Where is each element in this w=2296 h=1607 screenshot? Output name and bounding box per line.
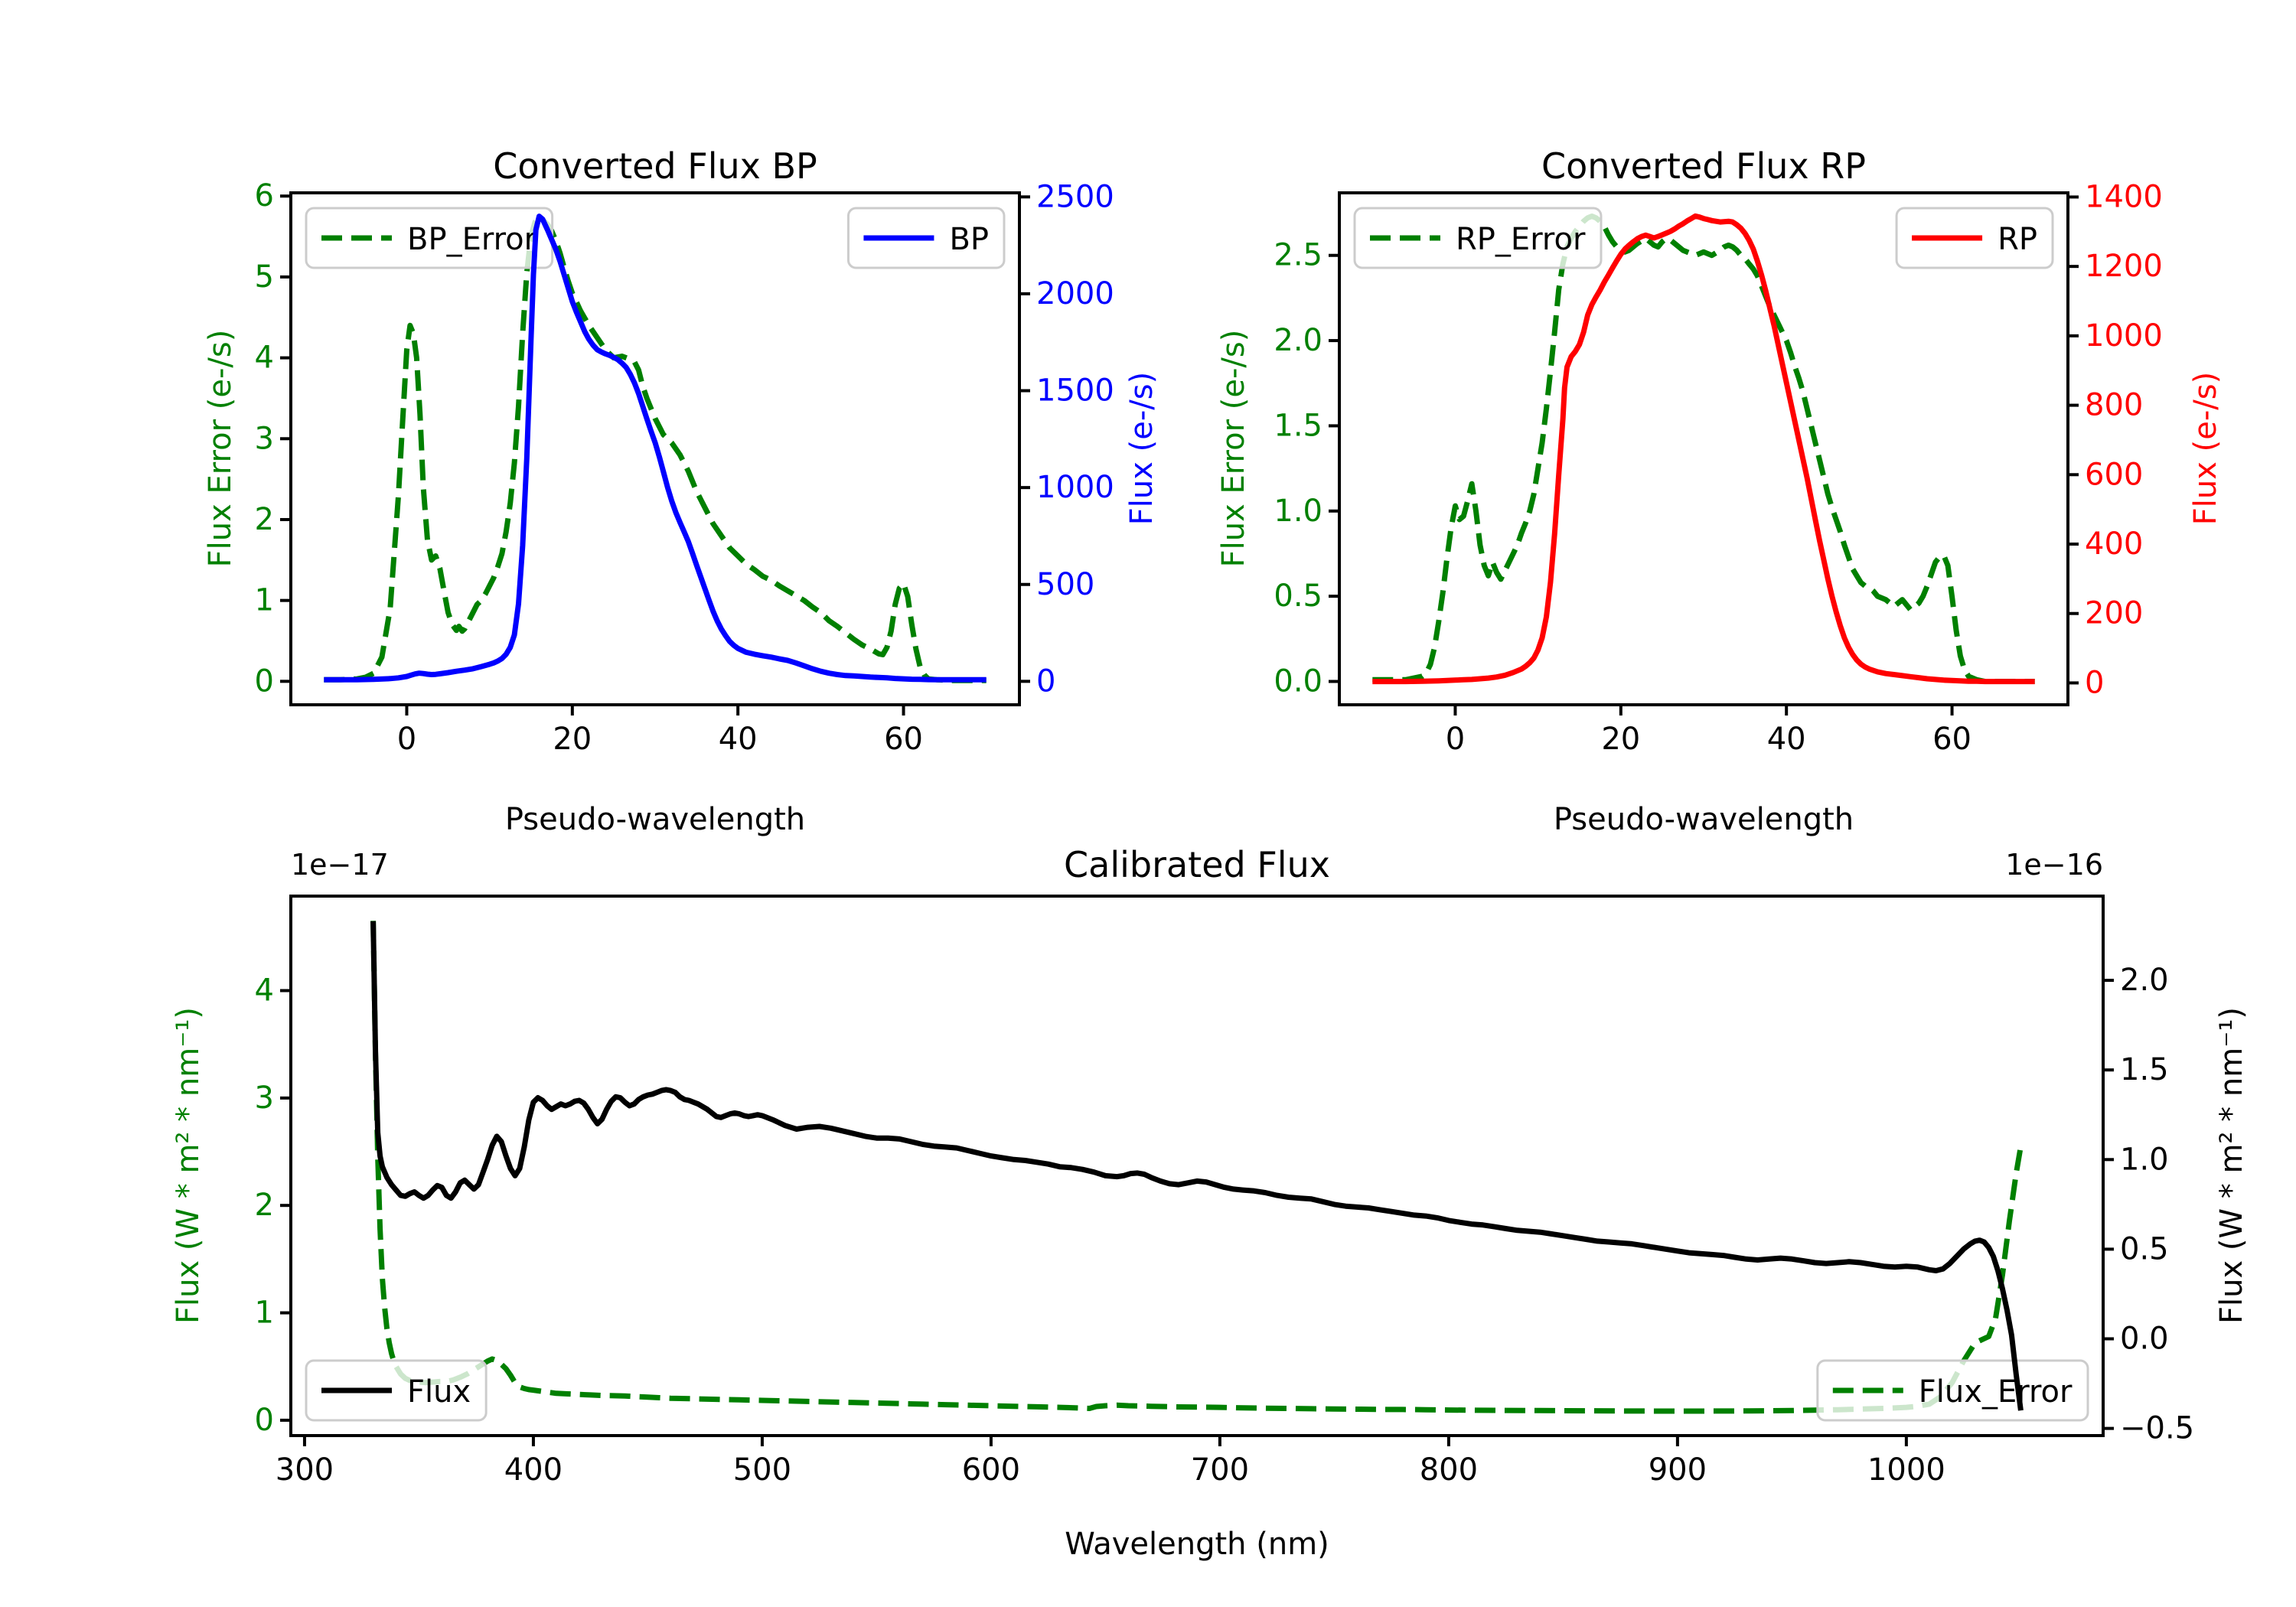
rp-xaxis-label: Pseudo-wavelength [1553,802,1854,837]
left-y-tick-label: 0.0 [1274,663,1322,699]
legend-RP: RP [1895,207,2054,269]
legend-Flux_Error: Flux_Error [1816,1359,2089,1422]
legend-label-RP: RP [1998,222,2037,257]
series-line-Flux [370,921,2024,1411]
series-line-BP_Error [324,216,987,683]
right-y-tick-label: 0 [2085,665,2104,700]
left-y-tick-label: 6 [255,178,274,214]
right-y-tick-label: 1.5 [2120,1052,2169,1087]
x-tick-label: 0 [397,722,416,757]
x-tick-label: 600 [962,1452,1020,1488]
right-y-tick-label: 1000 [2085,318,2163,354]
x-tick-label: 40 [1767,722,1806,757]
legend-box-RP_Error [1353,207,1603,269]
left-axis-offset-text: 1e−17 [291,848,389,882]
legend-label-Flux_Error: Flux_Error [1919,1374,2073,1410]
series-line-Flux_Error [370,921,2024,1414]
left-y-tick-label: 4 [255,973,274,1009]
bp-right-yaxis-label: Flux (e-/s) [1124,371,1159,526]
left-y-tick-label: 2 [255,502,274,537]
left-y-tick-label: 4 [255,341,274,376]
x-tick-label: 60 [884,722,923,757]
right-y-tick-label: 1000 [1036,470,1114,505]
legend-label-Flux: Flux [407,1374,471,1410]
left-y-tick-label: 2 [255,1188,274,1223]
right-y-tick-label: 0.0 [2120,1322,2169,1357]
legend-label-BP_Error: BP_Error [407,222,537,257]
axes-spines-calibrated [289,895,2105,1437]
plot-rp: RP_Error RP 0 20 40 60 0.0 0.5 1.0 1.5 2.0 2.5 0 200 4… [1274,179,2162,757]
calibrated-right-yaxis-label: Flux (W * m² * nm⁻¹) [2214,1007,2249,1324]
legend-box-Flux [305,1359,488,1422]
right-y-tick-label: 2000 [1036,276,1114,311]
calibrated-plot-title: Calibrated Flux [1064,844,1330,885]
right-y-tick-label: 200 [2085,596,2143,631]
rp-left-yaxis-label: Flux Error (e-/s) [1216,329,1251,568]
right-y-tick-label: 600 [2085,457,2143,492]
axes-spines-rp [1338,191,2069,706]
left-y-tick-label: 0 [255,1403,274,1438]
rp-right-yaxis-label: Flux (e-/s) [2188,371,2223,526]
right-y-tick-label: 2500 [1036,179,1114,214]
left-y-tick-label: 0.5 [1274,579,1322,614]
left-y-tick-label: 1.0 [1274,494,1322,529]
legend-RP_Error: RP_Error [1353,207,1603,269]
x-tick-label: 1000 [1867,1452,1945,1488]
x-tick-label: 800 [1420,1452,1478,1488]
x-tick-label: 400 [504,1452,563,1488]
series-line-BP [324,214,987,683]
legend-BP_Error: BP_Error [305,207,554,269]
right-y-tick-label: −0.5 [2120,1411,2194,1446]
legend-Flux: Flux [305,1359,488,1422]
left-y-tick-label: 1.5 [1274,408,1322,443]
right-y-tick-label: 0 [1036,663,1055,699]
calibrated-left-yaxis-label: Flux (W * m² * nm⁻¹) [171,1007,206,1324]
left-y-tick-label: 1 [255,1296,274,1331]
right-axis-offset-text: 1e−16 [2005,848,2103,882]
x-tick-label: 40 [719,722,758,757]
right-y-tick-label: 800 [2085,388,2143,423]
plot-bp: BP_Error BP0 20 40 6001234560500100015002000… [255,178,1114,757]
x-tick-label: 500 [733,1452,791,1488]
plot-calibrated: Flux_Error Flux 300 400 500 600 700 800 900 1000 0… [255,895,2194,1488]
x-tick-label: 700 [1191,1452,1249,1488]
bp-left-yaxis-label: Flux Error (e-/s) [203,329,238,568]
calibrated-xaxis-label: Wavelength (nm) [1065,1527,1329,1562]
x-tick-label: 300 [276,1452,334,1488]
left-y-tick-label: 2.0 [1274,323,1322,358]
left-y-tick-label: 3 [255,421,274,456]
left-y-tick-label: 1 [255,583,274,618]
bp-plot-title: Converted Flux BP [493,145,817,187]
x-tick-label: 60 [1932,722,1971,757]
x-tick-label: 900 [1649,1452,1707,1488]
axes-spines-bp [289,191,1021,706]
right-y-tick-label: 1400 [2085,179,2163,214]
x-tick-label: 0 [1446,722,1465,757]
legend-label-RP_Error: RP_Error [1456,222,1586,257]
rp-plot-title: Converted Flux RP [1541,145,1866,187]
right-y-tick-label: 1.0 [2120,1142,2169,1177]
right-y-tick-label: 2.0 [2120,963,2169,998]
right-y-tick-label: 0.5 [2120,1231,2169,1266]
series-line-RP_Error [1372,214,2035,684]
right-y-tick-label: 400 [2085,526,2143,562]
left-y-tick-label: 3 [255,1081,274,1116]
right-y-tick-label: 1500 [1036,373,1114,409]
series-line-RP [1372,213,2035,685]
x-tick-label: 20 [1601,722,1640,757]
right-y-tick-label: 500 [1036,567,1094,602]
legend-BP: BP [846,207,1006,269]
bp-xaxis-label: Pseudo-wavelength [504,802,806,837]
left-y-tick-label: 5 [255,259,274,295]
legend-label-BP: BP [949,222,989,257]
right-y-tick-label: 1200 [2085,249,2163,284]
x-tick-label: 20 [553,722,592,757]
left-y-tick-label: 2.5 [1274,238,1322,273]
left-y-tick-label: 0 [255,663,274,699]
